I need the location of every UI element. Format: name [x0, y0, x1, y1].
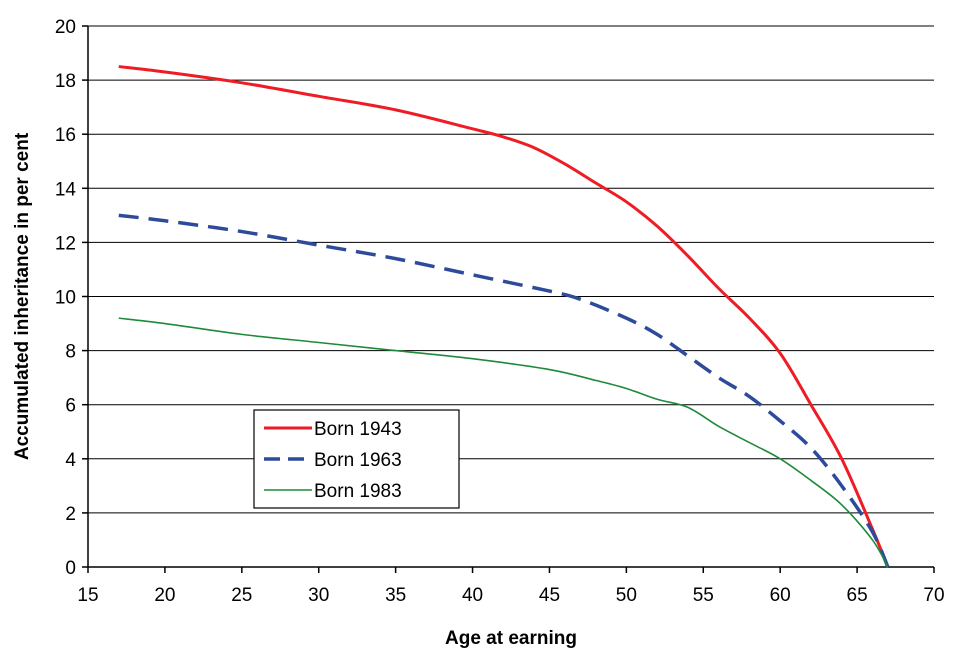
gridlines	[88, 25, 934, 514]
y-tick-label-6: 6	[65, 396, 76, 417]
x-tick-label-70: 70	[923, 585, 944, 606]
x-tick-label-20: 20	[154, 585, 175, 606]
y-tick-label-18: 18	[55, 71, 76, 92]
x-axis-title: Age at earning	[445, 628, 577, 649]
legend-item-born-1963: Born 1963	[264, 450, 402, 471]
y-axis-title: Accumulated inheritance in per cent	[12, 132, 33, 460]
legend-label: Born 1963	[314, 450, 402, 471]
series-line-born-1963	[118, 213, 890, 568]
y-tick-label-2: 2	[65, 504, 76, 525]
x-tick-label-15: 15	[77, 585, 98, 606]
y-tick-label-8: 8	[65, 342, 76, 363]
x-tick-label-30: 30	[308, 585, 329, 606]
series-line-born-1983	[118, 317, 889, 568]
x-tick-label-40: 40	[462, 585, 483, 606]
x-axis-ticks: 15 20 25 30 35 40 45 50 55 60 65 70	[77, 567, 945, 606]
legend-label: Born 1943	[314, 419, 402, 440]
y-tick-label-10: 10	[55, 288, 76, 309]
x-tick-label-25: 25	[231, 585, 252, 606]
y-tick-label-14: 14	[55, 179, 77, 200]
x-tick-label-50: 50	[616, 585, 637, 606]
y-tick-label-20: 20	[55, 17, 76, 38]
y-tick-label-4: 4	[65, 450, 76, 471]
legend-label: Born 1983	[314, 481, 402, 502]
legend: Born 1943 Born 1963 Born 1983	[253, 409, 460, 509]
x-tick-label-45: 45	[539, 585, 560, 606]
series-line-born-1943	[118, 65, 890, 568]
y-tick-label-12: 12	[55, 233, 76, 254]
x-tick-label-55: 55	[693, 585, 714, 606]
y-tick-label-0: 0	[65, 558, 76, 579]
y-tick-label-16: 16	[55, 125, 76, 146]
x-tick-label-60: 60	[770, 585, 791, 606]
y-axis-ticks: 0 2 4 6 8 10 12 14 16 18 20	[55, 17, 88, 579]
legend-item-born-1943: Born 1943	[264, 419, 402, 440]
x-tick-label-35: 35	[385, 585, 406, 606]
x-tick-label-65: 65	[847, 585, 868, 606]
series-lines	[118, 65, 890, 568]
legend-item-born-1983: Born 1983	[264, 481, 402, 502]
